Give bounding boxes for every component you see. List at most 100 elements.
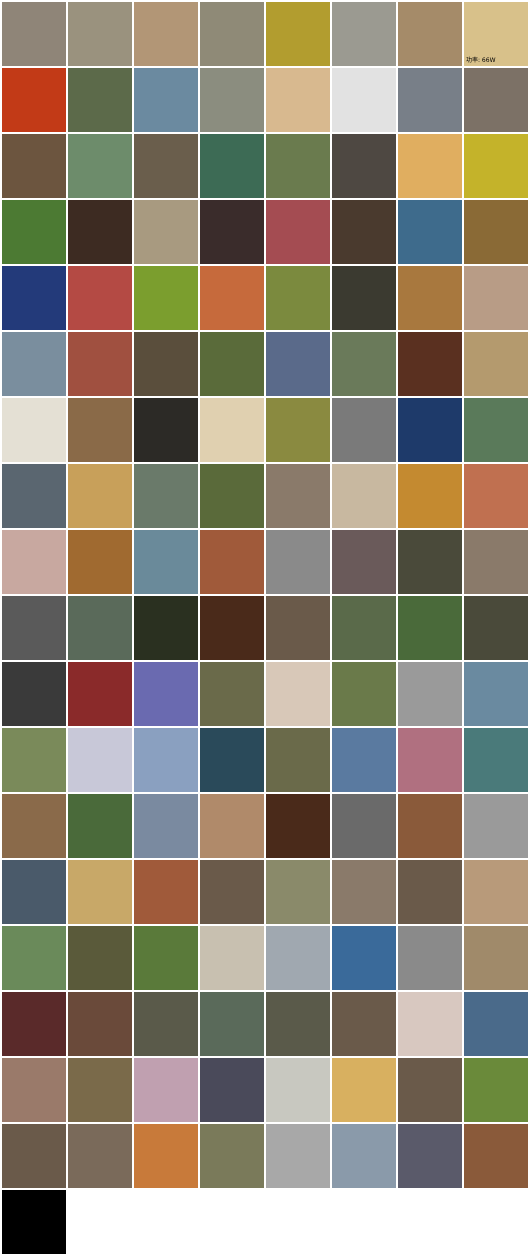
thumbnail-underwater bbox=[200, 728, 264, 792]
thumbnail-rocks bbox=[2, 1058, 66, 1122]
thumbnail-candles-table bbox=[266, 794, 330, 858]
thumbnail-green-object-dark bbox=[134, 596, 198, 660]
thumbnail-potatoes bbox=[68, 464, 132, 528]
thumbnail-clogs bbox=[200, 332, 264, 396]
thumbnail-coyote bbox=[200, 662, 264, 726]
thumbnail-drum bbox=[134, 860, 198, 924]
thumbnail-bagels bbox=[134, 2, 198, 66]
thumbnail-snake bbox=[2, 728, 66, 792]
thumbnail-conifer-hand bbox=[200, 134, 264, 198]
empty-cell bbox=[2, 1190, 66, 1254]
thumbnail-telescope bbox=[332, 398, 396, 462]
thumbnail-hair-dryer: 功率: 66W bbox=[464, 2, 528, 66]
thumbnail-trilobite bbox=[464, 464, 528, 528]
thumbnail-dragonfly bbox=[464, 1058, 528, 1122]
thumbnail-bike-wheel bbox=[68, 926, 132, 990]
thumbnail-manhole bbox=[2, 596, 66, 660]
thumbnail-tiger bbox=[68, 530, 132, 594]
thumbnail-castle bbox=[68, 596, 132, 660]
thumbnail-hedgehog bbox=[68, 794, 132, 858]
thumbnail-windsurf-beach bbox=[2, 332, 66, 396]
thumbnail-noodles bbox=[464, 200, 528, 264]
thumbnail-ferry-ship bbox=[464, 992, 528, 1056]
thumbnail-goldfish bbox=[398, 266, 462, 330]
thumbnail-pitcher bbox=[398, 2, 462, 66]
thumbnail-horses-field bbox=[332, 2, 396, 66]
thumbnail-leather-bag bbox=[398, 332, 462, 396]
thumbnail-seal bbox=[464, 728, 528, 792]
thumbnail-palm-tree bbox=[134, 530, 198, 594]
thumbnail-broccoli bbox=[2, 200, 66, 264]
thumbnail-knitted-fabric bbox=[200, 794, 264, 858]
thumbnail-border-collie bbox=[134, 398, 198, 462]
thumbnail-wedding-street bbox=[398, 926, 462, 990]
thumbnail-lollipops bbox=[68, 728, 132, 792]
thumbnail-lime-hand bbox=[200, 398, 264, 462]
thumbnail-terrier bbox=[398, 1058, 462, 1122]
thumbnail-woman-white bbox=[464, 266, 528, 330]
thumbnail-mushrooms bbox=[2, 134, 66, 198]
thumbnail-dalmatian bbox=[2, 2, 66, 66]
thumbnail-gumball-machine bbox=[464, 134, 528, 198]
thumbnail-bottle bbox=[200, 68, 264, 132]
thumbnail-sailboats bbox=[398, 200, 462, 264]
thumbnail-corkscrew bbox=[332, 68, 396, 132]
thumbnail-plaque-sign bbox=[134, 464, 198, 528]
thumbnail-orange-juice bbox=[398, 134, 462, 198]
thumbnail-butterfly bbox=[398, 860, 462, 924]
thumbnail-white-vase bbox=[266, 1058, 330, 1122]
thumbnail-horse-cart bbox=[464, 68, 528, 132]
thumbnail-table-cloth bbox=[266, 200, 330, 264]
thumbnail-panpipe bbox=[134, 68, 198, 132]
thumbnail-stage-band bbox=[332, 266, 396, 330]
thumbnail-deer-grass bbox=[266, 266, 330, 330]
thumbnail-crane bbox=[332, 728, 396, 792]
thumbnail-tissues bbox=[464, 596, 528, 660]
thumbnail-heron bbox=[332, 332, 396, 396]
thumbnail-parachute bbox=[134, 728, 198, 792]
thumbnail-caption: 功率: 66W bbox=[466, 57, 496, 64]
thumbnail-blue-feather bbox=[332, 926, 396, 990]
thumbnail-ambulance bbox=[68, 134, 132, 198]
thumbnail-beer-glass bbox=[398, 464, 462, 528]
thumbnail-yarn-wool bbox=[200, 926, 264, 990]
thumbnail-tree-bark bbox=[332, 200, 396, 264]
thumbnail-vineyard bbox=[2, 926, 66, 990]
thumbnail-joystick bbox=[464, 794, 528, 858]
thumbnail-moving-van bbox=[68, 332, 132, 396]
thumbnail-pizza bbox=[134, 1124, 198, 1188]
thumbnail-puppy bbox=[68, 398, 132, 462]
thumbnail-bell-peppers bbox=[2, 68, 66, 132]
thumbnail-pug-dog bbox=[134, 332, 198, 396]
thumbnail-dog-ground bbox=[2, 794, 66, 858]
thumbnail-pekinese bbox=[266, 68, 330, 132]
thumbnail-partridge bbox=[200, 2, 264, 66]
thumbnail-greyhound bbox=[200, 1124, 264, 1188]
thumbnail-roof-tiles bbox=[332, 530, 396, 594]
thumbnail-radio bbox=[464, 1124, 528, 1188]
thumbnail-oxen bbox=[134, 200, 198, 264]
thumbnail-white-suv bbox=[2, 662, 66, 726]
thumbnail-porcupine bbox=[332, 860, 396, 924]
thumbnail-hard-disc bbox=[398, 68, 462, 132]
thumbnail-iron bbox=[134, 1058, 198, 1122]
thumbnail-chair-room bbox=[332, 134, 396, 198]
thumbnail-beagle bbox=[464, 332, 528, 396]
thumbnail-tractor bbox=[266, 398, 330, 462]
thumbnail-grebe-water bbox=[2, 464, 66, 528]
thumbnail-child-toys bbox=[398, 728, 462, 792]
thumbnail-ruler bbox=[68, 860, 132, 924]
thumbnail-camouflage bbox=[266, 728, 330, 792]
thumbnail-table-lamps bbox=[464, 926, 528, 990]
thumbnail-bare-tree bbox=[134, 134, 198, 198]
thumbnail-toaster bbox=[266, 464, 330, 528]
thumbnail-ferret bbox=[134, 992, 198, 1056]
thumbnail-goldfinch bbox=[266, 2, 330, 66]
thumbnail-ravine bbox=[332, 596, 396, 660]
thumbnail-bottles-shelf bbox=[266, 926, 330, 990]
thumbnail-frog bbox=[134, 266, 198, 330]
thumbnail-snow-ground bbox=[398, 662, 462, 726]
thumbnail-bird-dark bbox=[332, 992, 396, 1056]
thumbnail-knights bbox=[332, 794, 396, 858]
thumbnail-salt-shaker bbox=[398, 992, 462, 1056]
